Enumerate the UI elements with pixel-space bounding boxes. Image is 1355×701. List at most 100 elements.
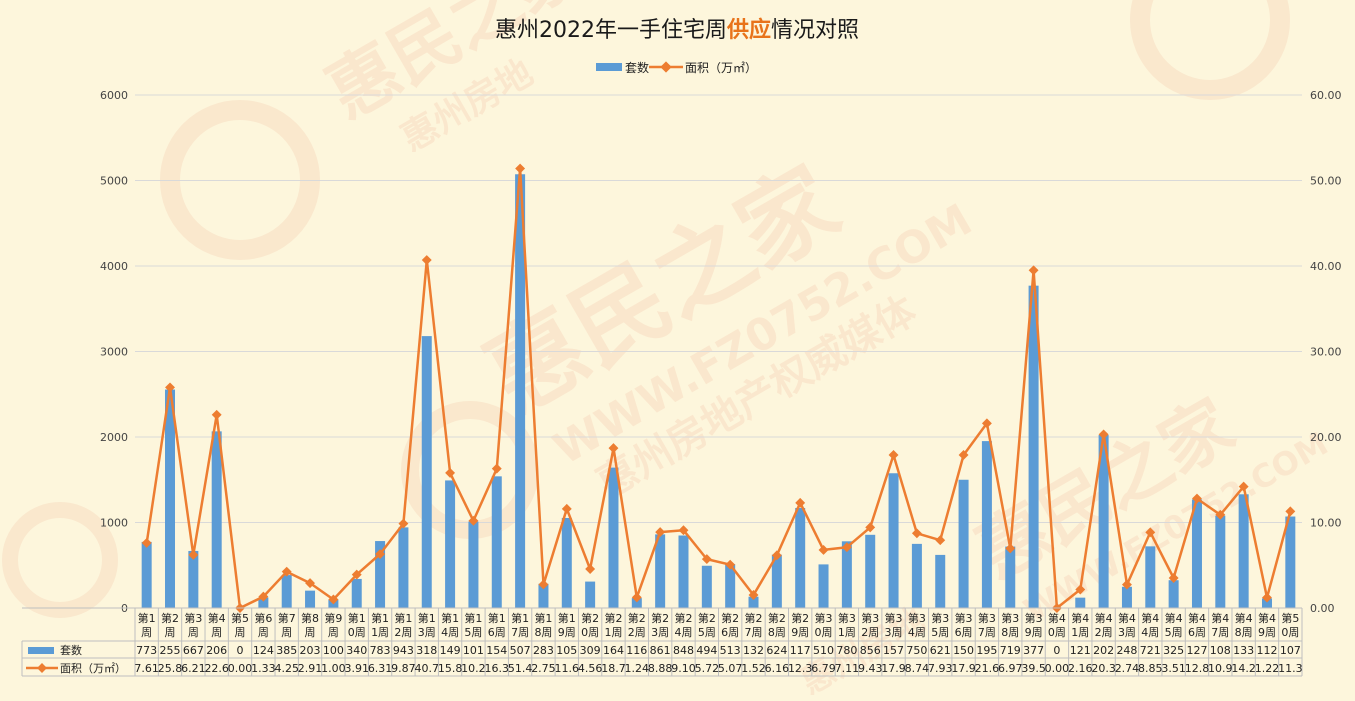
category-label: 0周 — [815, 626, 833, 639]
line-point — [981, 418, 992, 429]
table-cell-count: 255 — [160, 644, 181, 657]
category-label: 第2 — [674, 611, 692, 625]
category-label: 9周 — [791, 626, 809, 639]
bar — [538, 583, 549, 608]
table-cell-area: 1.00 — [321, 662, 346, 675]
table-cell-area: 2.74 — [1115, 662, 1140, 675]
bar — [1121, 586, 1132, 608]
category-label: 3周 — [418, 626, 436, 639]
bar — [865, 534, 876, 608]
line-point — [678, 525, 689, 536]
bar — [165, 389, 176, 608]
category-label: 第4 — [1095, 611, 1113, 625]
category-label: 第4 — [1188, 611, 1206, 625]
line-point — [141, 537, 152, 548]
category-label: 8周 — [534, 626, 552, 639]
table-cell-count: 248 — [1116, 644, 1137, 657]
category-label: 周 — [281, 626, 292, 639]
table-cell-count: 494 — [696, 644, 717, 657]
legend-swatch-bar — [596, 63, 622, 71]
table-cell-count: 624 — [766, 644, 787, 657]
table-cell-count: 101 — [463, 644, 484, 657]
line-point — [421, 255, 432, 265]
category-label: 第4 — [1118, 611, 1136, 625]
table-cell-count: 164 — [603, 644, 624, 657]
line-point — [1028, 265, 1039, 276]
category-label: 1周 — [1071, 626, 1089, 639]
title-part-1: 惠州2022年一手住宅周 — [495, 18, 727, 43]
category-label: 3周 — [651, 626, 669, 639]
line-point — [538, 579, 549, 590]
table-cell-count: 121 — [1070, 644, 1091, 657]
table-cell-area: 8.74 — [905, 662, 930, 675]
category-label: 2周 — [628, 626, 646, 639]
table-cell-area: 6.97 — [998, 662, 1023, 675]
series-line — [145, 167, 1292, 610]
bar — [375, 541, 386, 608]
table-cell-area: 7.11 — [835, 662, 860, 675]
table-cell-area: 9.87 — [391, 662, 416, 675]
table-cell-area: 9.43 — [858, 662, 883, 675]
bar — [888, 473, 899, 608]
category-label: 第1 — [348, 611, 366, 625]
bar — [351, 578, 362, 608]
category-label: 4周 — [441, 626, 459, 639]
line-point — [1192, 493, 1202, 504]
line-point — [608, 443, 619, 454]
left-tick-label: 1000 — [100, 517, 128, 530]
bar — [981, 441, 992, 608]
line-point — [1238, 481, 1249, 492]
table-cell-area: 10.2 — [461, 662, 486, 675]
bar — [515, 174, 526, 609]
table-cell-area: 6.79 — [811, 662, 836, 675]
line-point — [888, 450, 899, 460]
table-cell-area: 6.16 — [765, 662, 790, 675]
category-label: 第3 — [885, 611, 903, 625]
table-cell-count: 116 — [626, 644, 647, 657]
category-label: 第4 — [1071, 611, 1089, 625]
bar-series — [141, 174, 1296, 609]
category-label: 第4 — [1165, 611, 1183, 625]
line-series — [141, 163, 1296, 613]
bar — [585, 581, 596, 608]
bar — [258, 597, 269, 608]
bar — [678, 535, 689, 608]
line-point — [701, 554, 712, 565]
category-label: 第2 — [698, 611, 716, 625]
table-cell-area: 6.31 — [368, 662, 393, 675]
bar — [188, 550, 199, 608]
category-label: 1周 — [371, 626, 389, 639]
category-label: 第8 — [301, 611, 319, 625]
table-cell-count: 507 — [510, 644, 531, 657]
left-tick-label: 4000 — [100, 260, 128, 273]
table-cell-count: 154 — [486, 644, 507, 657]
table-cell-count: 513 — [720, 644, 741, 657]
category-label: 9周 — [558, 626, 576, 639]
bar — [468, 521, 479, 608]
table-cell-count: 150 — [953, 644, 974, 657]
table-cell-count: 124 — [253, 644, 274, 657]
right-tick-label: 40.00 — [1310, 260, 1342, 273]
category-label: 第2 — [604, 611, 622, 625]
category-label: 第2 — [628, 611, 646, 625]
table-cell-area: 3.91 — [344, 662, 369, 675]
line-point — [351, 569, 362, 580]
line-point — [515, 163, 526, 174]
right-tick-label: 0.00 — [1310, 602, 1335, 615]
table-cell-area: 4.56 — [578, 662, 603, 675]
category-label: 周 — [188, 626, 199, 639]
bar — [1145, 546, 1156, 608]
right-tick-label: 50.00 — [1310, 175, 1342, 188]
bar — [1285, 516, 1296, 608]
table-cell-count: 943 — [393, 644, 414, 657]
table-series-key-marker — [37, 663, 47, 673]
bar — [818, 564, 829, 608]
table-cell-area: 10.9 — [1208, 662, 1233, 675]
category-label: 2周 — [394, 626, 412, 639]
bar — [655, 534, 666, 608]
right-tick-label: 30.00 — [1310, 346, 1342, 359]
title-part-2-accent: 供应 — [726, 17, 771, 43]
table-cell-count: 105 — [556, 644, 577, 657]
